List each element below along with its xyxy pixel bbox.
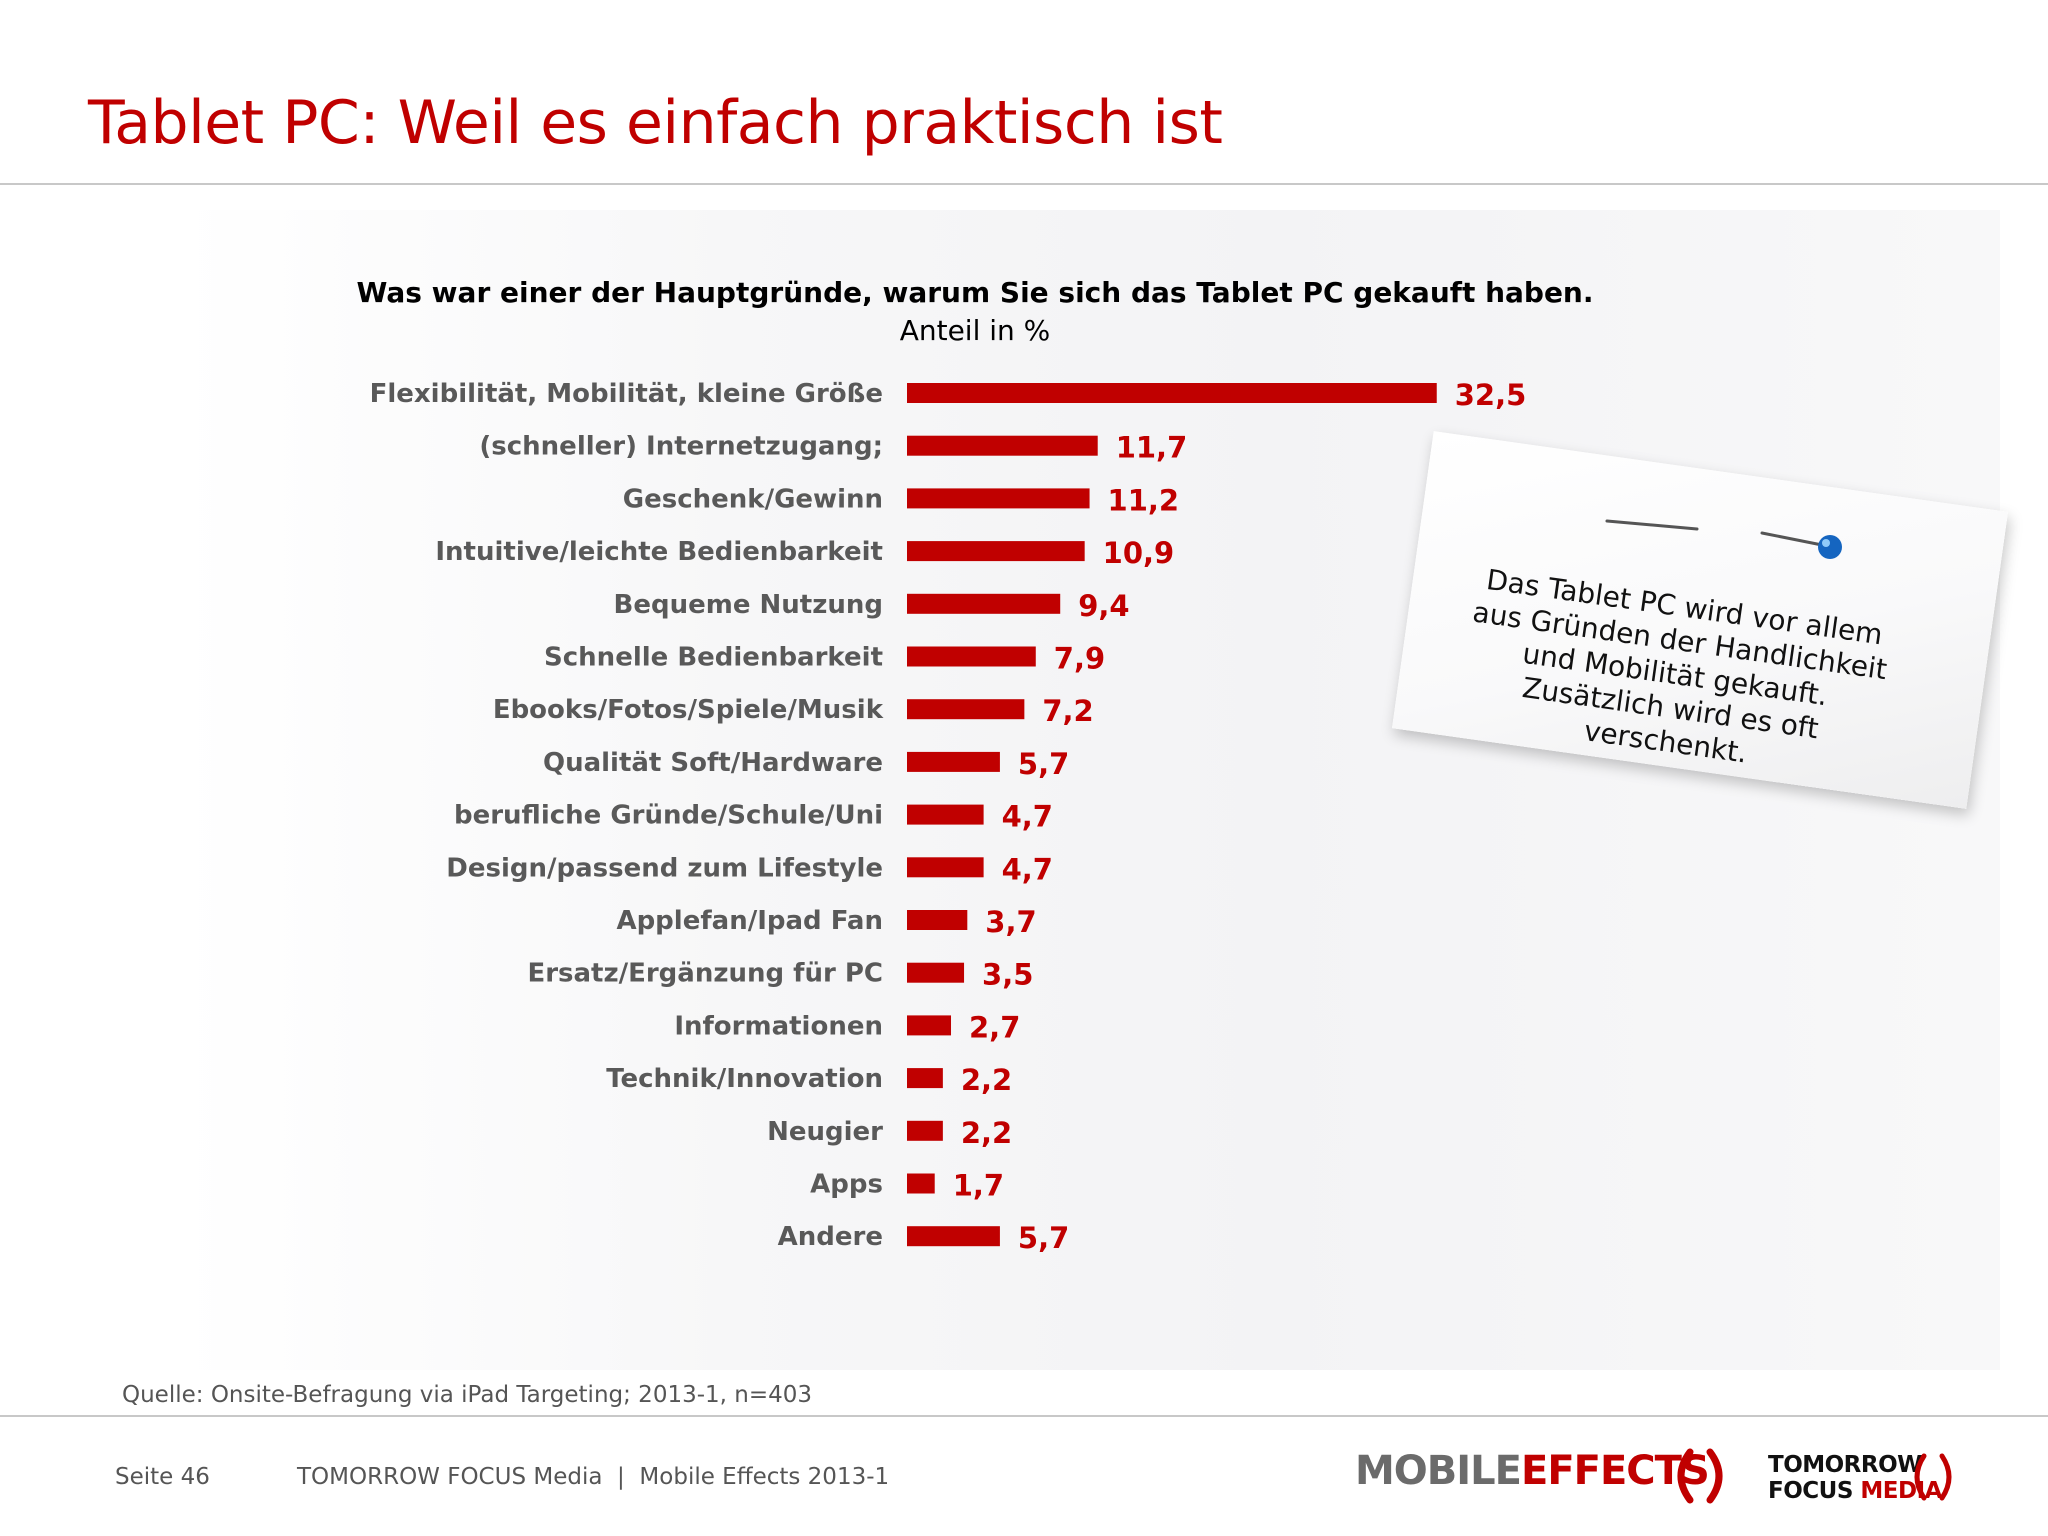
bar: [907, 804, 984, 825]
value-label: 3,7: [985, 905, 1036, 939]
value-label: 32,5: [1455, 378, 1527, 412]
source-note: Quelle: Onsite-Befragung via iPad Target…: [122, 1382, 813, 1408]
logo-media-text: MEDIA: [1860, 1478, 1942, 1504]
logo-mobile-text: MOBILE: [1355, 1448, 1522, 1494]
value-label: 4,7: [1002, 800, 1053, 834]
bar: [907, 1120, 943, 1141]
bar: [907, 646, 1036, 667]
page-number: Seite 46: [115, 1464, 210, 1490]
category-label: Ebooks/Fotos/Spiele/Musik: [493, 695, 884, 725]
value-label: 5,7: [1018, 747, 1069, 781]
logo-focus-text: FOCUS: [1768, 1478, 1853, 1504]
category-label: berufliche Gründe/Schule/Uni: [454, 801, 883, 831]
bar: [907, 593, 1061, 614]
category-label: Geschenk/Gewinn: [623, 484, 883, 514]
bar: [907, 1226, 1000, 1247]
value-label: 5,7: [1018, 1221, 1069, 1255]
chart-subtitle: Anteil in %: [899, 314, 1051, 347]
value-label: 11,7: [1116, 431, 1188, 465]
category-label: Intuitive/leichte Bedienbarkeit: [435, 537, 883, 567]
category-label: Qualität Soft/Hardware: [543, 748, 883, 778]
title-divider: [0, 183, 2048, 185]
category-label: Andere: [778, 1222, 883, 1252]
value-label: 4,7: [1002, 852, 1053, 886]
mobile-effects-logo: MOBILEEFFECTS: [1355, 1448, 1710, 1494]
value-label: 11,2: [1108, 483, 1180, 517]
value-label: 9,4: [1078, 589, 1129, 623]
chart-background: [180, 210, 2000, 1370]
category-label: Informationen: [674, 1011, 883, 1041]
bar: [907, 1015, 952, 1036]
footer-company: TOMORROW FOCUS Media | Mobile Effects 20…: [297, 1464, 890, 1490]
pin-icon: [1605, 519, 1699, 531]
category-label: Flexibilität, Mobilität, kleine Größe: [370, 379, 883, 409]
bar: [907, 488, 1090, 509]
value-label: 10,9: [1103, 536, 1175, 570]
chart-title: Was war einer der Hauptgründe, warum Sie…: [356, 276, 1594, 309]
tomorrow-focus-media-logo: TOMORROW FOCUS MEDIA: [1768, 1452, 1942, 1504]
bar: [907, 962, 965, 983]
bar: [907, 383, 1437, 403]
mobile-effects-bracket-icon: [1677, 1448, 1723, 1504]
bar: [907, 857, 984, 878]
category-label: Neugier: [767, 1117, 883, 1147]
value-label: 2,2: [961, 1063, 1012, 1097]
bar: [907, 435, 1098, 456]
value-label: 1,7: [953, 1169, 1004, 1203]
value-label: 7,9: [1054, 642, 1105, 676]
value-label: 3,5: [982, 958, 1033, 992]
category-label: Ersatz/Ergänzung für PC: [527, 959, 883, 989]
pin-icon: [1760, 531, 1842, 559]
bar: [907, 910, 968, 930]
value-label: 7,2: [1042, 694, 1093, 728]
category-label: Schnelle Bedienbarkeit: [544, 643, 883, 673]
bar: [907, 1173, 935, 1194]
category-label: Applefan/Ipad Fan: [616, 906, 883, 936]
category-label: Apps: [810, 1170, 883, 1200]
bar: [907, 1068, 943, 1089]
value-label: 2,2: [961, 1116, 1012, 1150]
footer-divider: [0, 1415, 2048, 1417]
category-label: Design/passend zum Lifestyle: [446, 853, 883, 883]
bar: [907, 699, 1025, 720]
category-label: Technik/Innovation: [606, 1064, 883, 1094]
category-label: Bequeme Nutzung: [614, 590, 883, 620]
bar: [907, 541, 1085, 562]
value-label: 2,7: [969, 1010, 1020, 1044]
tomorrow-focus-bracket-icon: [1914, 1453, 1952, 1501]
category-label: (schneller) Internetzugang;: [479, 432, 883, 462]
slide-title: Tablet PC: Weil es einfach praktisch ist: [88, 88, 1223, 158]
logo-tomorrow-text: TOMORROW: [1768, 1452, 1923, 1478]
bar: [907, 751, 1000, 772]
